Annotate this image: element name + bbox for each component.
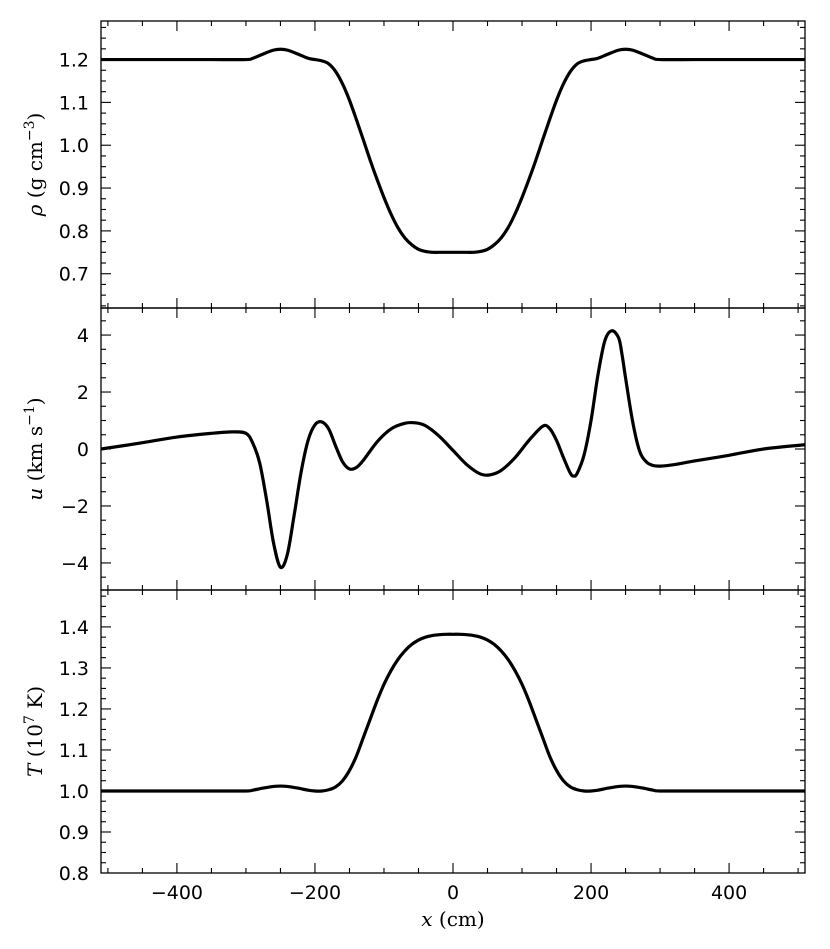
y-tick-label: −4	[61, 553, 89, 575]
series-line	[101, 632, 805, 793]
x-tick-label: 0	[447, 882, 459, 904]
x-tick-label: −200	[289, 882, 341, 904]
y-tick-label: 1.4	[59, 617, 89, 639]
series-line	[101, 47, 805, 254]
y-tick-label: 2	[77, 382, 89, 404]
y-tick-label: 0	[77, 439, 89, 461]
x-tick-label: 400	[711, 882, 747, 904]
y-tick-label: 1.3	[59, 658, 89, 680]
series-line-reference	[101, 48, 805, 253]
x-axis-label: x (cm)	[421, 907, 484, 931]
panel-top-frame	[100, 20, 806, 309]
panel-middle: −4 −2 0 2 4 u (km s−1)	[22, 307, 806, 591]
y-tick-label: 1.1	[59, 92, 89, 114]
y-tick-label: 0.9	[59, 822, 89, 844]
y-tick-label: −2	[61, 496, 89, 518]
y-axis-label: T (107 K)	[22, 686, 47, 777]
y-tick-label: 1.2	[59, 699, 89, 721]
y-tick-label: 1.0	[59, 781, 89, 803]
series-line	[101, 329, 805, 570]
y-axis-label: ρ (g cm−3)	[22, 113, 47, 218]
y-axis-label: u (km s−1)	[22, 397, 47, 500]
y-tick-label: 1.0	[59, 135, 89, 157]
y-tick-label: 0.8	[59, 863, 89, 885]
panel-bottom-frame	[100, 589, 806, 874]
y-tick-label: 0.8	[59, 221, 89, 243]
y-tick-label: 4	[77, 325, 89, 347]
y-tick-label: 1.1	[59, 740, 89, 762]
panel-top: 0.7 0.8 0.9 1.0 1.1 1.2 ρ (g cm−3)	[22, 20, 806, 309]
y-tick-label: 0.9	[59, 178, 89, 200]
x-tick-label: 200	[573, 882, 609, 904]
y-tick-label: 0.7	[59, 264, 89, 286]
panel-bottom: 0.8 0.9 1.0 1.1 1.2 1.3 1.4 −400 −200 0 200 400 T (1…	[22, 589, 806, 931]
x-tick-label: −400	[151, 882, 203, 904]
y-tick-label: 1.2	[59, 50, 89, 72]
series-line-reference	[101, 633, 805, 792]
